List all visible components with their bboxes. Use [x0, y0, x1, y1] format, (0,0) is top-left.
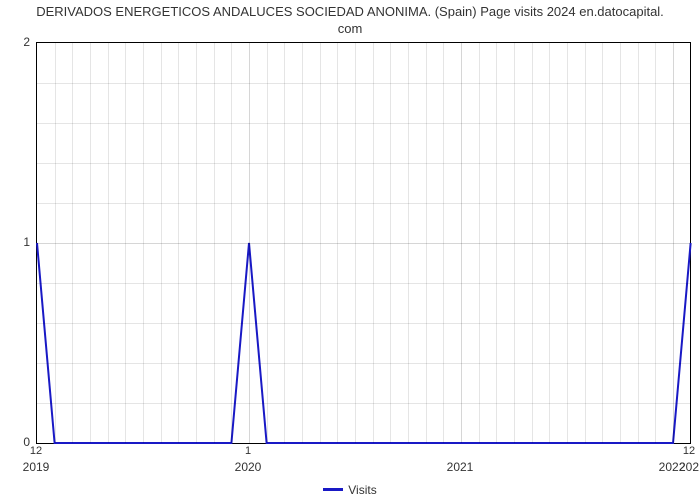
gridline-v: [638, 43, 639, 443]
x-tick-month: 1: [245, 445, 251, 457]
gridline-v-major: [461, 43, 462, 443]
x-tick-year: 2020: [235, 460, 262, 474]
gridline-v: [514, 43, 515, 443]
series-line-visits: [37, 243, 691, 443]
gridline-v: [108, 43, 109, 443]
gridline-h: [37, 403, 690, 404]
legend: Visits: [0, 482, 700, 497]
title-line-2: com: [338, 21, 363, 36]
gridline-h: [37, 283, 690, 284]
gridline-v: [214, 43, 215, 443]
gridline-v: [532, 43, 533, 443]
gridline-v: [585, 43, 586, 443]
gridline-h: [37, 163, 690, 164]
gridline-v: [125, 43, 126, 443]
x-tick-year: 2019: [23, 460, 50, 474]
gridline-v: [408, 43, 409, 443]
gridline-v: [390, 43, 391, 443]
x-tick-year-truncated: 202: [679, 460, 699, 474]
gridline-v: [161, 43, 162, 443]
gridline-v: [284, 43, 285, 443]
plot-area: [36, 42, 691, 444]
gridline-v: [55, 43, 56, 443]
x-tick-year: 2021: [447, 460, 474, 474]
gridline-v: [337, 43, 338, 443]
gridline-h: [37, 363, 690, 364]
gridline-v: [443, 43, 444, 443]
gridline-v-major: [673, 43, 674, 443]
gridline-v: [90, 43, 91, 443]
gridline-v: [302, 43, 303, 443]
gridline-h-major: [37, 243, 690, 244]
gridline-h: [37, 123, 690, 124]
y-tick-label: 0: [0, 435, 30, 449]
chart-container: DERIVADOS ENERGETICOS ANDALUCES SOCIEDAD…: [0, 0, 700, 500]
gridline-h: [37, 203, 690, 204]
gridline-h: [37, 323, 690, 324]
y-tick-label: 1: [0, 235, 30, 249]
gridline-v: [320, 43, 321, 443]
legend-label: Visits: [348, 483, 376, 497]
gridline-v: [567, 43, 568, 443]
gridline-v: [655, 43, 656, 443]
gridline-v: [426, 43, 427, 443]
gridline-v: [196, 43, 197, 443]
gridline-v: [620, 43, 621, 443]
gridline-v: [373, 43, 374, 443]
y-tick-label: 2: [0, 35, 30, 49]
legend-swatch: [323, 488, 343, 491]
gridline-v: [549, 43, 550, 443]
gridline-v: [178, 43, 179, 443]
gridline-v: [355, 43, 356, 443]
gridline-v: [231, 43, 232, 443]
gridline-v: [72, 43, 73, 443]
title-line-1: DERIVADOS ENERGETICOS ANDALUCES SOCIEDAD…: [36, 4, 664, 19]
gridline-v: [143, 43, 144, 443]
x-tick-month: 12: [683, 445, 695, 457]
gridline-v: [602, 43, 603, 443]
x-tick-month: 12: [30, 445, 42, 457]
gridline-v-major: [249, 43, 250, 443]
gridline-v: [479, 43, 480, 443]
gridline-v: [267, 43, 268, 443]
chart-title: DERIVADOS ENERGETICOS ANDALUCES SOCIEDAD…: [0, 4, 700, 38]
gridline-h: [37, 83, 690, 84]
gridline-v: [496, 43, 497, 443]
